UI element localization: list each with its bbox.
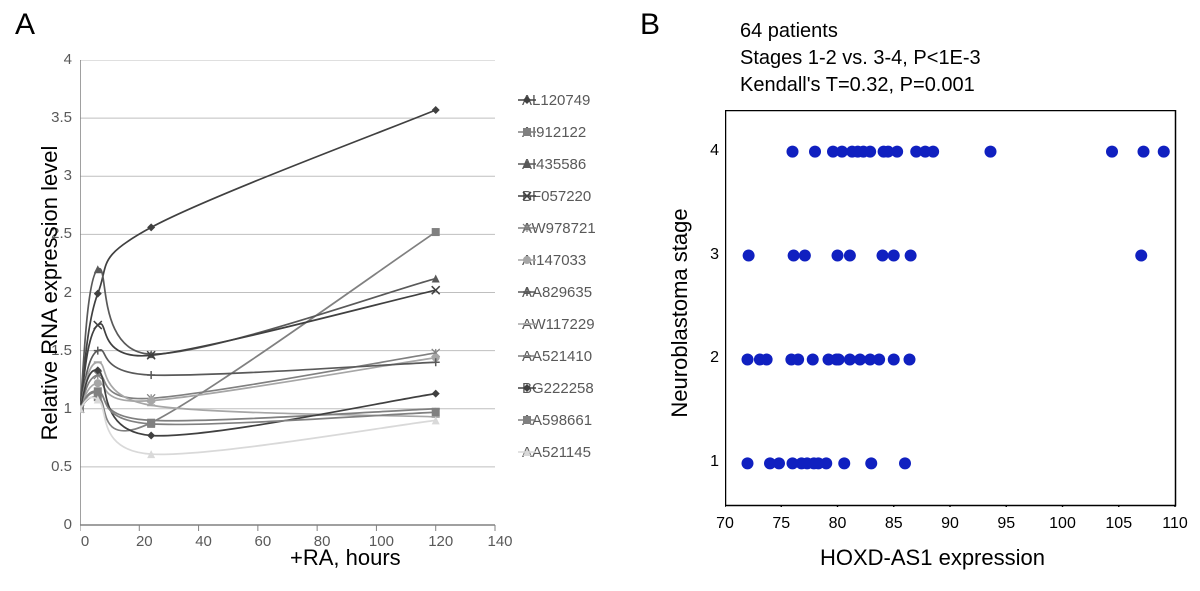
legend-item: AI912122: [518, 122, 586, 142]
panel-a-ytick: 3.5: [42, 109, 72, 126]
panel-a-ytick: 0.5: [42, 458, 72, 475]
legend-item: AI147033: [518, 250, 586, 270]
legend-item: AW117229: [518, 314, 595, 334]
figure-root: A B AL120749 AI912122 AI435586 BF057220 AW97…: [0, 0, 1200, 591]
panel-b-ylabel: Neuroblastoma stage: [667, 183, 693, 443]
panel-b-xtick: 105: [1104, 515, 1134, 533]
legend-item: AA521410: [518, 346, 592, 366]
panel-b-info-line: Kendall's T=0.32, P=0.001: [740, 74, 975, 97]
panel-b-label: B: [640, 8, 660, 42]
panel-b-xtick: 90: [935, 515, 965, 533]
panel-a-chart: [80, 60, 505, 535]
panel-a-ytick: 0: [42, 516, 72, 533]
panel-a-xtick: 40: [189, 533, 219, 550]
panel-a-ytick: 4: [42, 51, 72, 68]
panel-a-label: A: [15, 8, 35, 42]
legend-item: AA829635: [518, 282, 592, 302]
panel-a-xtick: 60: [248, 533, 278, 550]
panel-b-info-line: Stages 1-2 vs. 3-4, P<1E-3: [740, 47, 981, 70]
legend-item: AA521145: [518, 442, 591, 462]
panel-b-xtick: 95: [991, 515, 1021, 533]
panel-b-ytick: 4: [701, 142, 719, 160]
panel-b-chart: [725, 110, 1177, 507]
panel-b-xtick: 70: [710, 515, 740, 533]
panel-b-xtick: 75: [766, 515, 796, 533]
panel-b-ytick: 1: [701, 453, 719, 471]
legend-item: BF057220: [518, 186, 591, 206]
panel-a-xtick: 140: [485, 533, 515, 550]
panel-b-info-line: 64 patients: [740, 20, 838, 43]
panel-b-xtick: 85: [879, 515, 909, 533]
panel-a-xtick: 120: [426, 533, 456, 550]
panel-a-xlabel: +RA, hours: [290, 545, 401, 571]
panel-a-xtick: 0: [70, 533, 100, 550]
panel-b-xtick: 100: [1048, 515, 1078, 533]
panel-b-xtick: 80: [823, 515, 853, 533]
panel-b-xtick: 110: [1160, 515, 1190, 533]
legend-item: AA598661: [518, 410, 592, 430]
legend-item: AL120749: [518, 90, 590, 110]
legend-item: BG222258: [518, 378, 594, 398]
legend-item: AW978721: [518, 218, 596, 238]
panel-a-xtick: 20: [129, 533, 159, 550]
panel-b-ytick: 2: [701, 349, 719, 367]
panel-b-xlabel: HOXD-AS1 expression: [820, 545, 1045, 571]
panel-b-ytick: 3: [701, 246, 719, 264]
legend-item: AI435586: [518, 154, 586, 174]
panel-a-ylabel: Relative RNA expression level: [37, 143, 63, 443]
